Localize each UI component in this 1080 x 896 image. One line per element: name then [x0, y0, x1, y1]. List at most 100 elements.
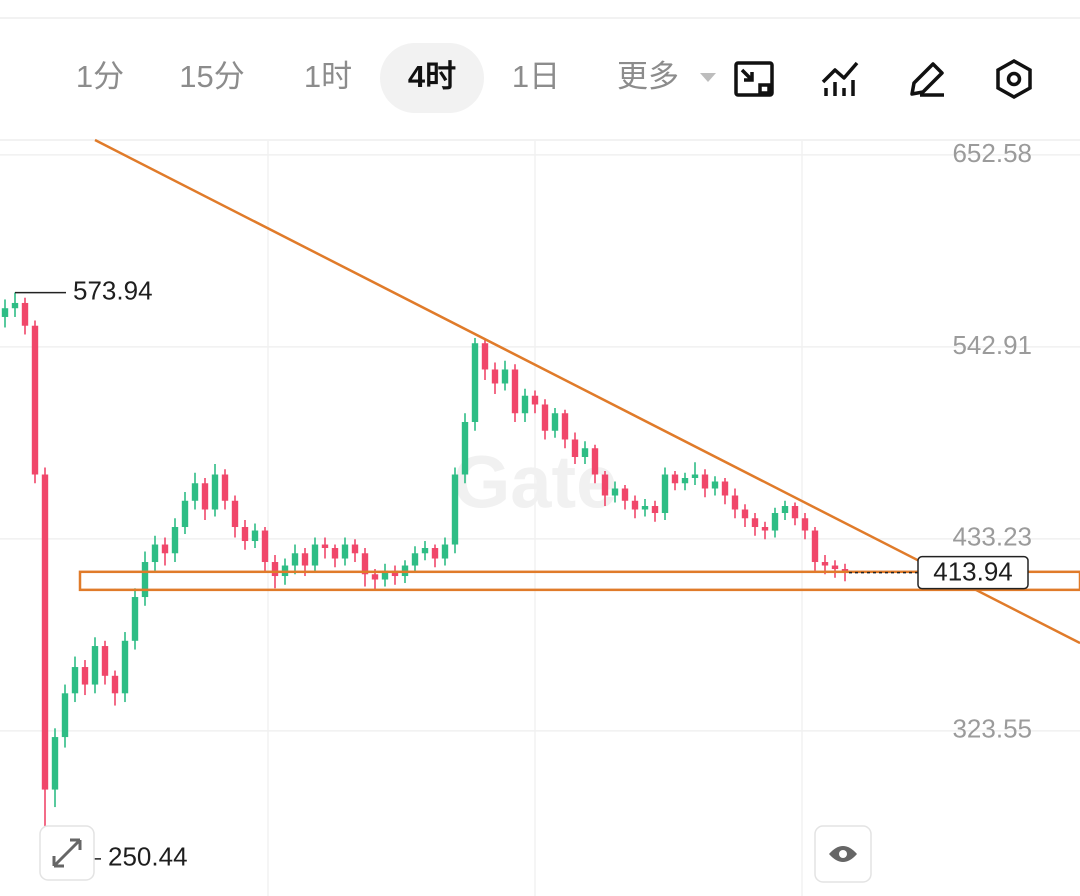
visibility-button[interactable] [814, 825, 872, 883]
candle-body [521, 395, 529, 414]
candle-body [421, 548, 429, 554]
candle-body [791, 506, 799, 519]
candle-body [451, 474, 459, 545]
candle-body [151, 544, 159, 563]
candle-body [201, 483, 209, 510]
candle-body [741, 509, 749, 519]
candle-body [111, 675, 119, 694]
candle-body [571, 439, 579, 457]
expand-button[interactable] [39, 825, 95, 881]
settings-icon[interactable] [996, 58, 1032, 100]
candle-body [441, 544, 449, 559]
candle-body [821, 562, 829, 566]
candle-body [391, 570, 399, 577]
candle-body [701, 474, 709, 489]
candle-body [41, 474, 49, 790]
candle-body [511, 369, 519, 414]
interval-tab[interactable]: 4时 [408, 59, 456, 94]
candle-body [91, 646, 99, 685]
candle-body [691, 474, 699, 479]
candle-body [481, 343, 489, 370]
candle-body [311, 544, 319, 566]
interval-tab[interactable]: 1日 [512, 59, 560, 94]
candle-body [411, 553, 419, 566]
candle-body [431, 548, 439, 559]
candle-body [141, 562, 149, 598]
watermark: Gate [453, 441, 618, 524]
candle-body [1, 308, 9, 317]
candle-body [561, 413, 569, 440]
candle-body [581, 448, 589, 457]
candle-body [461, 421, 469, 475]
candle-body [671, 474, 679, 484]
candle-body [371, 574, 379, 580]
candle-body [361, 553, 369, 575]
candle-body [121, 640, 129, 694]
candle-body [51, 737, 59, 790]
interval-tab[interactable]: 1时 [304, 59, 352, 94]
candle-body [31, 325, 39, 475]
candle-body [631, 500, 639, 510]
candle-body [831, 565, 839, 570]
candle-body [721, 481, 729, 496]
draw-icon[interactable] [910, 62, 944, 97]
candle-body [471, 343, 479, 422]
candle-body [541, 404, 549, 431]
candle-body [101, 646, 109, 676]
candle-body [71, 667, 79, 694]
candle-body [81, 667, 89, 685]
y-tick-label: 433.23 [952, 522, 1032, 552]
candle-body [221, 474, 229, 501]
tab-selected-bg [380, 43, 484, 113]
candle-body [131, 597, 139, 641]
dropdown-caret [700, 73, 716, 82]
candle-body [811, 530, 819, 563]
candle-body [301, 553, 309, 566]
candle-body [551, 413, 559, 431]
candle-body [191, 483, 199, 501]
candle-body [681, 478, 689, 484]
candle-body [11, 302, 19, 309]
y-tick-label: 542.91 [952, 330, 1032, 360]
candle-body [211, 474, 219, 510]
candle-body [761, 527, 769, 531]
candle-body [251, 530, 259, 542]
indicator-icon[interactable] [821, 61, 859, 96]
candle-body [771, 513, 779, 531]
candle-body [531, 395, 539, 405]
y-tick-label: 652.58 [952, 138, 1032, 168]
candle-body [161, 544, 169, 554]
candle-body [261, 530, 269, 563]
toolbar: 1分 15分 1时 4时 1日 更多 [76, 43, 716, 113]
candle-body [241, 527, 249, 542]
trendline [94, 138, 1080, 645]
interval-tab[interactable]: 1分 [76, 59, 124, 94]
fullscreen-icon[interactable] [734, 61, 774, 97]
plot-area: 652.58 542.91 433.23 323.55 573.94 250.44 413.… [0, 138, 1080, 872]
candle-body [491, 369, 499, 384]
last-price-label: 413.94 [933, 557, 1013, 587]
candle-body [271, 562, 279, 577]
candle-body [291, 553, 299, 566]
candle-body [351, 544, 359, 554]
candle-body [591, 448, 599, 475]
support-zone [78, 570, 1080, 592]
high-label: 573.94 [73, 275, 153, 305]
last-price-box [917, 555, 1029, 590]
candle-body [611, 488, 619, 496]
candle-body [321, 544, 329, 549]
candle-body [641, 506, 649, 510]
candle-body [181, 500, 189, 528]
interval-tab[interactable]: 15分 [179, 59, 244, 94]
low-label: 250.44 [108, 842, 188, 872]
interval-tab[interactable]: 更多 [617, 59, 679, 94]
candle-body [501, 369, 509, 384]
candle-body [751, 518, 759, 528]
candle-body [731, 495, 739, 510]
candle-body [21, 302, 29, 326]
candle-body [711, 481, 719, 489]
candle-body [661, 474, 669, 514]
candle-body [171, 527, 179, 554]
candle-body [801, 518, 809, 531]
